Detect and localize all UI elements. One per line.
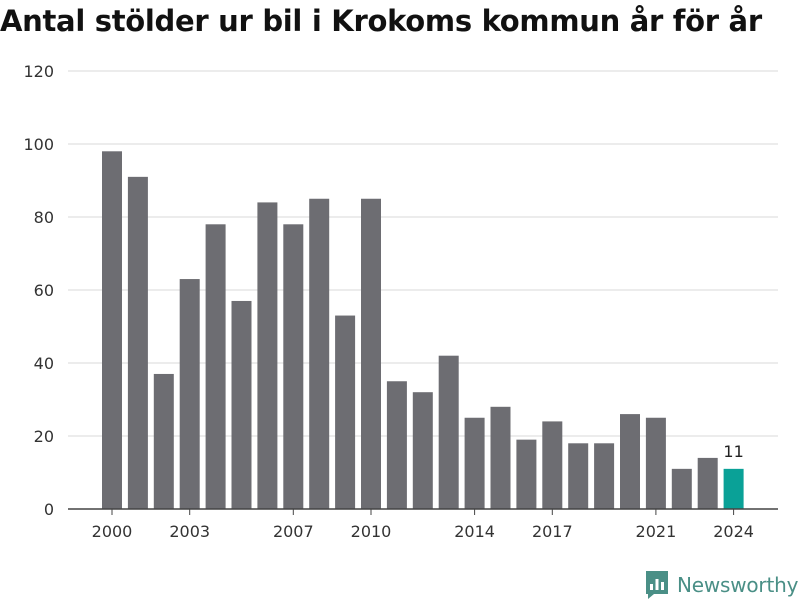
x-tick-label: 2010 (351, 522, 392, 541)
bar-2011 (386, 381, 407, 509)
y-tick-label: 60 (34, 281, 54, 300)
bar-2007 (283, 224, 304, 510)
y-tick-label: 100 (23, 135, 54, 154)
bar-2005 (231, 300, 252, 509)
y-tick-label: 80 (34, 208, 54, 227)
bar-2018 (568, 443, 589, 509)
x-tick-label: 2007 (273, 522, 314, 541)
bar-2003 (179, 279, 200, 509)
brand-name: Newsworthy (677, 573, 799, 597)
bar-2015 (490, 406, 511, 509)
bar-2006 (257, 202, 278, 509)
x-tick-label: 2014 (454, 522, 495, 541)
bar-2012 (412, 392, 433, 509)
bar-2009 (335, 315, 356, 509)
newsworthy-logo-icon (646, 571, 668, 599)
bar-2016 (516, 439, 537, 509)
data-label-2024: 11 (723, 442, 743, 461)
x-tick-label: 2024 (713, 522, 754, 541)
y-tick-label: 40 (34, 354, 54, 373)
y-tick-label: 0 (44, 500, 54, 519)
bar-2001 (127, 176, 148, 509)
x-tick-label: 2000 (92, 522, 133, 541)
bar-2021 (645, 417, 666, 509)
bar-2002 (153, 373, 174, 509)
bar-2022 (671, 468, 692, 509)
grid-lines (68, 70, 778, 437)
y-axis-ticks: 0 20 40 60 80 100 120 (23, 62, 54, 519)
bar-2010 (361, 198, 381, 509)
x-tick-label: 2003 (169, 522, 210, 541)
chart-title: Antal stölder ur bil i Krokoms kommun år… (0, 4, 762, 38)
bar-2017 (542, 421, 563, 509)
bar-2008 (309, 198, 330, 509)
bar-2024 (723, 468, 744, 509)
bar-2014 (464, 417, 485, 509)
bar-2013 (438, 355, 459, 509)
y-tick-label: 120 (23, 62, 54, 81)
bars (102, 151, 744, 510)
bar-2019 (594, 443, 615, 509)
bar-2020 (620, 414, 640, 509)
bar-2004 (205, 224, 226, 510)
x-tick-label: 2017 (532, 522, 573, 541)
x-axis: 2000 2003 2007 2010 2014 2017 2021 2024 (68, 508, 778, 541)
bar-2000 (102, 151, 122, 510)
bar-2023 (697, 457, 718, 509)
newsworthy-logo[interactable]: Newsworthy (645, 570, 798, 600)
y-tick-label: 20 (34, 427, 54, 446)
x-tick-label: 2021 (636, 522, 677, 541)
data-labels: 11 (723, 442, 743, 461)
bar-chart: 0 20 40 60 80 100 120 2000 2003 2007 2010 2014 2017… (23, 62, 778, 541)
